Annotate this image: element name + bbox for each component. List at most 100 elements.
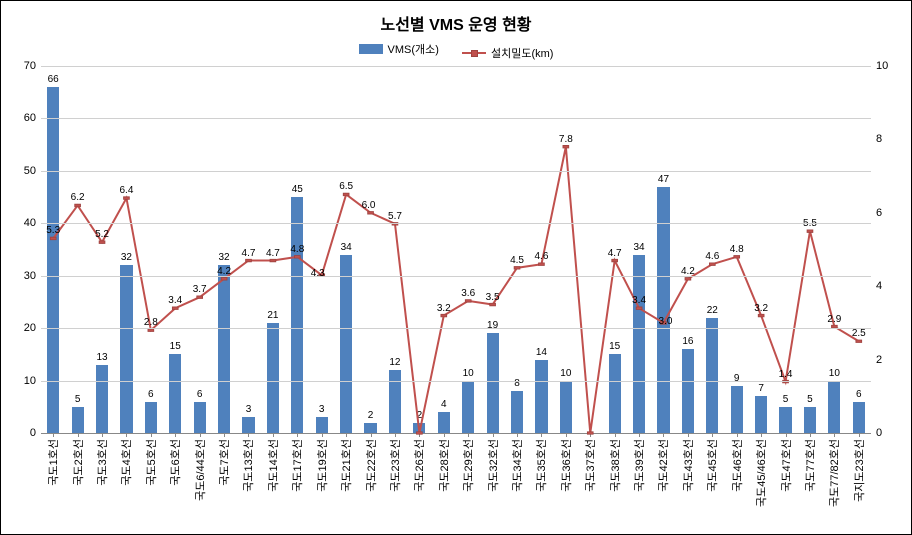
- vms-chart-container: 노선별 VMS 운영 현황 VMS(개소) 설치밀도(km) 66국도1호선5국…: [0, 0, 912, 535]
- bar-value-label: 16: [682, 336, 693, 347]
- y1-axis-label: 60: [11, 112, 36, 124]
- bar-slot: 5국도47호선: [773, 66, 797, 433]
- legend-item-line: 설치밀도(km): [462, 45, 553, 61]
- bar-value-label: 4: [441, 399, 447, 410]
- bar: 13: [96, 365, 108, 433]
- x-tick: [786, 433, 787, 437]
- bar-slot: 15국도6호선: [163, 66, 187, 433]
- bar-slot: 2국도22호선: [358, 66, 382, 433]
- x-axis-label: 국도36호선: [558, 439, 574, 492]
- bar-value-label: 47: [658, 174, 669, 185]
- x-tick: [566, 433, 567, 437]
- bar-slot: 0국도37호선: [578, 66, 602, 433]
- bar-value-label: 5: [807, 394, 813, 405]
- x-axis-label: 국도45호선: [704, 439, 720, 492]
- bar-slot: 14국도35호선: [529, 66, 553, 433]
- x-tick: [615, 433, 616, 437]
- x-tick: [102, 433, 103, 437]
- x-axis-label: 국도32호선: [485, 439, 501, 492]
- x-axis-label: 국도77호선: [802, 439, 818, 492]
- bar-slot: 7국도45/46호선: [749, 66, 773, 433]
- x-tick: [688, 433, 689, 437]
- bar-slot: 10국도36호선: [554, 66, 578, 433]
- x-axis-label: 국도13호선: [240, 439, 256, 492]
- x-tick: [248, 433, 249, 437]
- x-axis-label: 국도19호선: [314, 439, 330, 492]
- x-tick: [419, 433, 420, 437]
- bar-value-label: 5: [783, 394, 789, 405]
- y2-axis-label: 10: [876, 60, 901, 72]
- x-tick: [200, 433, 201, 437]
- x-tick: [859, 433, 860, 437]
- bar: 15: [169, 354, 181, 433]
- bar-slot: 10국도29호선: [456, 66, 480, 433]
- x-axis-label: 국도46호선: [729, 439, 745, 492]
- bar: 3: [242, 417, 254, 433]
- x-axis-label: 국도26호선: [411, 439, 427, 492]
- x-axis-label: 국도37호선: [582, 439, 598, 492]
- gridline: [41, 328, 871, 329]
- gridline: [41, 276, 871, 277]
- bar-slot: 15국도38호선: [602, 66, 626, 433]
- x-tick: [224, 433, 225, 437]
- y1-axis-label: 50: [11, 165, 36, 177]
- bar-slot: 34국도39호선: [627, 66, 651, 433]
- bar: 32: [120, 265, 132, 433]
- bar-slot: 47국도42호선: [651, 66, 675, 433]
- plot-area: 66국도1호선5국도2호선13국도3호선32국도4호선6국도5호선15국도6호선…: [41, 66, 871, 434]
- bar-value-label: 15: [170, 341, 181, 352]
- x-axis-label: 국도39호선: [631, 439, 647, 492]
- bar: 5: [779, 407, 791, 433]
- bar-value-label: 15: [609, 341, 620, 352]
- x-tick: [541, 433, 542, 437]
- bar-value-label: 14: [536, 347, 547, 358]
- bar-value-label: 6: [197, 389, 203, 400]
- bar-slot: 13국도3호선: [90, 66, 114, 433]
- bar: 6: [853, 402, 865, 433]
- bar-slot: 4국도28호선: [432, 66, 456, 433]
- bar-slot: 2국도26호선: [407, 66, 431, 433]
- chart-title: 노선별 VMS 운영 현황: [1, 11, 911, 35]
- bar: 8: [511, 391, 523, 433]
- x-axis-label: 국도5호선: [143, 439, 159, 486]
- bar: 3: [316, 417, 328, 433]
- gridline: [41, 118, 871, 119]
- x-axis-label: 국도6/44호선: [192, 439, 208, 501]
- bar-value-label: 19: [487, 320, 498, 331]
- bar: 14: [535, 360, 547, 433]
- bars-layer: 66국도1호선5국도2호선13국도3호선32국도4호선6국도5호선15국도6호선…: [41, 66, 871, 433]
- bar-value-label: 3: [319, 404, 325, 415]
- x-tick: [346, 433, 347, 437]
- x-tick: [371, 433, 372, 437]
- bar-slot: 6국도5호선: [139, 66, 163, 433]
- chart-legend: VMS(개소) 설치밀도(km): [1, 41, 911, 61]
- bar-slot: 45국도17호선: [285, 66, 309, 433]
- bar: 2: [413, 423, 425, 433]
- gridline: [41, 171, 871, 172]
- bar: 10: [560, 381, 572, 433]
- y1-axis-label: 20: [11, 322, 36, 334]
- x-tick: [639, 433, 640, 437]
- x-tick: [834, 433, 835, 437]
- x-axis-label: 국도38호선: [607, 439, 623, 492]
- x-tick: [78, 433, 79, 437]
- bar-value-label: 12: [389, 357, 400, 368]
- bar-slot: 22국도45호선: [700, 66, 724, 433]
- bar-value-label: 2: [368, 410, 374, 421]
- x-axis-label: 국도6호선: [167, 439, 183, 486]
- bar-slot: 6국도6/44호선: [187, 66, 211, 433]
- x-tick: [444, 433, 445, 437]
- bar: 6: [194, 402, 206, 433]
- x-tick: [151, 433, 152, 437]
- bar-slot: 9국도46호선: [725, 66, 749, 433]
- x-axis-label: 국도43호선: [680, 439, 696, 492]
- bar-slot: 19국도32호선: [480, 66, 504, 433]
- bar-value-label: 21: [267, 310, 278, 321]
- bar-value-label: 45: [292, 184, 303, 195]
- bar-slot: 12국도23호선: [383, 66, 407, 433]
- bar: 5: [804, 407, 816, 433]
- bar-value-label: 34: [634, 242, 645, 253]
- x-tick: [810, 433, 811, 437]
- x-axis-label: 국도77/82호선: [826, 439, 842, 507]
- bar-slot: 10국도77/82호선: [822, 66, 846, 433]
